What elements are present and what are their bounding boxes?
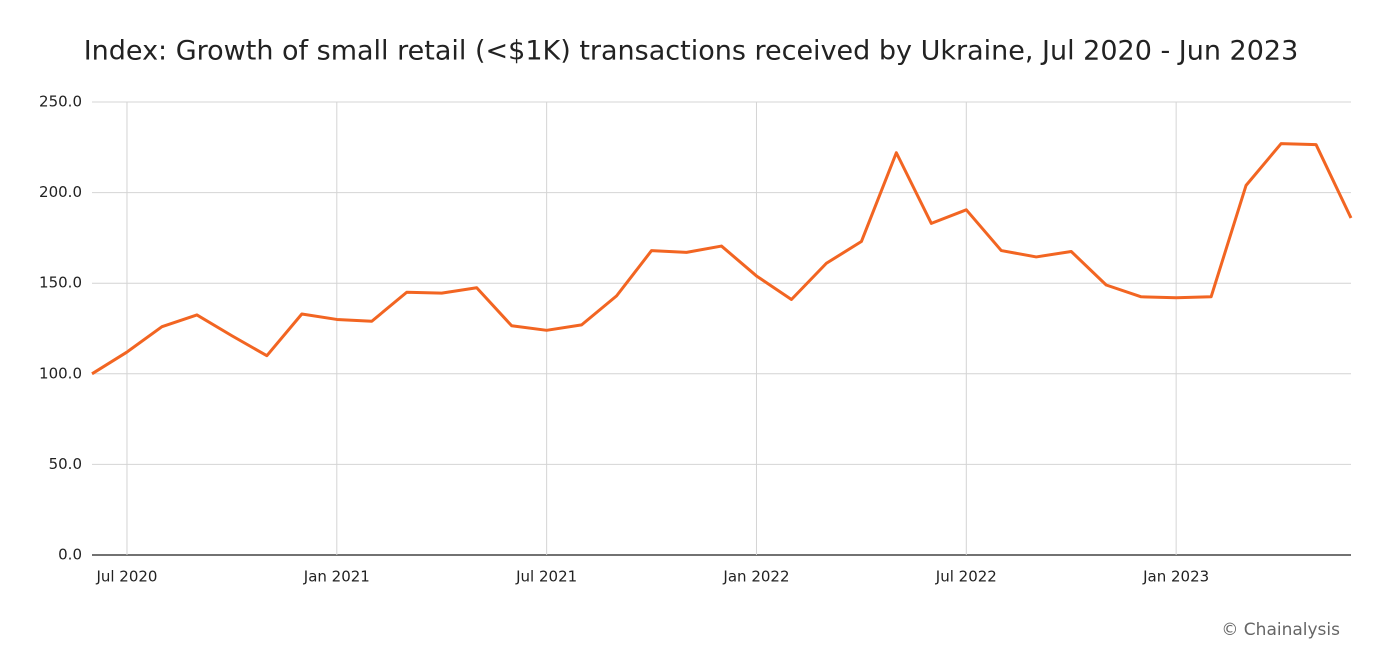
x-tick-label: Jul 2022 — [935, 568, 997, 586]
x-tick-label: Jan 2023 — [1142, 568, 1209, 586]
y-tick-label: 50.0 — [49, 455, 82, 473]
x-tick-label: Jan 2021 — [303, 568, 370, 586]
x-tick-label: Jul 2020 — [95, 568, 157, 586]
source: © Chainalysis — [1221, 620, 1340, 640]
chart-title: Index: Growth of small retail (<$1K) tra… — [84, 36, 1299, 67]
data-line — [91, 142, 1353, 376]
x-tick-label: Jul 2021 — [515, 568, 577, 586]
y-tick-label: 150.0 — [39, 274, 82, 292]
y-tick-label: 0.0 — [58, 546, 82, 564]
x-tick-label: Jan 2022 — [722, 568, 789, 586]
y-tick-label: 100.0 — [39, 364, 82, 382]
y-tick-label: 250.0 — [39, 93, 82, 111]
y-tick-label: 200.0 — [39, 183, 82, 201]
